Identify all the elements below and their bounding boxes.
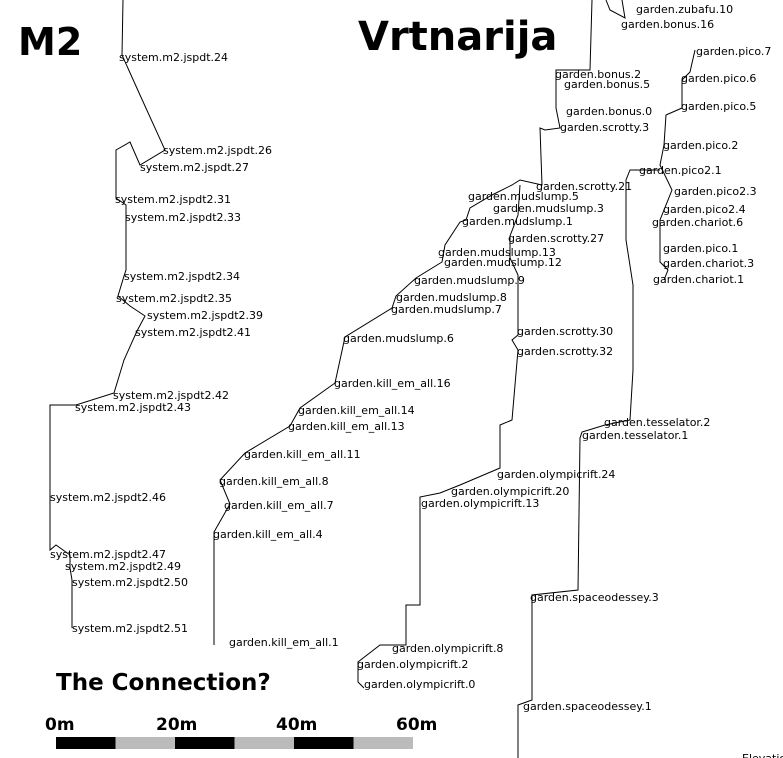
garden-survey-line-3 bbox=[605, 0, 626, 19]
station-label: garden.scrotty.3 bbox=[560, 121, 649, 134]
elevation-label: Elevatio bbox=[742, 752, 783, 758]
station-label: garden.tesselator.2 bbox=[604, 416, 710, 429]
station-label: garden.mudslump.1 bbox=[462, 215, 573, 228]
station-label: garden.scrotty.21 bbox=[536, 180, 632, 193]
station-label: garden.chariot.6 bbox=[652, 216, 743, 229]
station-label: system.m2.jspdt2.31 bbox=[115, 193, 231, 206]
scale-label-0: 0m bbox=[45, 715, 75, 735]
station-label: system.m2.jspdt.24 bbox=[119, 51, 228, 64]
survey-lines bbox=[49, 0, 696, 758]
station-label: garden.mudslump.3 bbox=[493, 202, 604, 215]
garden-station-labels: garden.zubafu.10 garden.bonus.16 garden.… bbox=[213, 3, 771, 713]
scale-segment bbox=[234, 737, 294, 749]
station-label: garden.kill_em_all.16 bbox=[334, 377, 451, 390]
station-label: garden.olympicrift.8 bbox=[392, 642, 503, 655]
garden-survey-line bbox=[213, 0, 593, 645]
station-label: garden.chariot.3 bbox=[663, 257, 754, 270]
station-label: system.m2.jspdt2.34 bbox=[124, 270, 240, 283]
scale-label-20: 20m bbox=[156, 715, 197, 735]
scale-label-60: 60m bbox=[396, 715, 437, 735]
station-label: garden.kill_em_all.4 bbox=[213, 528, 323, 541]
station-label: garden.bonus.2 bbox=[555, 68, 641, 81]
station-label: system.m2.jspdt2.51 bbox=[72, 622, 188, 635]
station-label: garden.pico2.4 bbox=[663, 203, 746, 216]
station-label: garden.pico.5 bbox=[681, 100, 756, 113]
station-label: system.m2.jspdt2.46 bbox=[50, 491, 166, 504]
station-label: garden.pico2.3 bbox=[674, 185, 757, 198]
scale-segments bbox=[56, 737, 413, 749]
station-label: garden.pico.1 bbox=[663, 242, 738, 255]
station-label: system.m2.jspdt2.43 bbox=[75, 401, 191, 414]
m2-survey-line bbox=[49, 0, 166, 628]
scale-segment bbox=[56, 737, 116, 749]
station-label: garden.mudslump.9 bbox=[414, 274, 525, 287]
scale-segment bbox=[115, 737, 175, 749]
station-label: system.m2.jspdt2.50 bbox=[72, 576, 188, 589]
station-label: garden.mudslump.5 bbox=[468, 190, 579, 203]
station-label: system.m2.jspdt2.42 bbox=[113, 389, 229, 402]
station-label: garden.kill_em_all.7 bbox=[224, 499, 334, 512]
station-label: garden.mudslump.7 bbox=[391, 303, 502, 316]
station-label: garden.mudslump.12 bbox=[444, 256, 562, 269]
station-label: garden.kill_em_all.14 bbox=[298, 404, 415, 417]
station-label: system.m2.jspdt2.41 bbox=[135, 326, 251, 339]
station-label: garden.pico.6 bbox=[681, 72, 756, 85]
station-label: garden.kill_em_all.8 bbox=[219, 475, 329, 488]
station-label: garden.pico.7 bbox=[696, 45, 771, 58]
station-label: garden.mudslump.13 bbox=[438, 246, 556, 259]
station-label: garden.olympicrift.13 bbox=[421, 497, 539, 510]
scale-bar: 0m 20m 40m 60m bbox=[45, 715, 437, 749]
station-label: garden.tesselator.1 bbox=[582, 429, 688, 442]
station-label: garden.pico.2 bbox=[663, 139, 738, 152]
station-label: garden.bonus.16 bbox=[621, 18, 714, 31]
garden-survey-line-5 bbox=[517, 169, 660, 758]
station-label: garden.kill_em_all.1 bbox=[229, 636, 339, 649]
garden-survey-line-2 bbox=[357, 184, 521, 689]
title-vrtnarija: Vrtnarija bbox=[358, 14, 557, 60]
station-label: system.m2.jspdt.27 bbox=[140, 161, 249, 174]
station-label: garden.bonus.5 bbox=[564, 78, 650, 91]
station-label: garden.kill_em_all.13 bbox=[288, 420, 405, 433]
m2-station-labels: system.m2.jspdt.24 system.m2.jspdt.26 sy… bbox=[50, 51, 272, 635]
title-m2: M2 bbox=[18, 20, 82, 64]
scale-segment bbox=[294, 737, 354, 749]
station-label: system.m2.jspdt2.39 bbox=[147, 309, 263, 322]
station-label: garden.scrotty.30 bbox=[517, 325, 613, 338]
station-label: garden.olympicrift.2 bbox=[357, 658, 468, 671]
station-label: garden.zubafu.10 bbox=[636, 3, 733, 16]
station-label: garden.olympicrift.24 bbox=[497, 468, 615, 481]
station-label: system.m2.jspdt2.35 bbox=[116, 292, 232, 305]
station-label: garden.mudslump.6 bbox=[343, 332, 454, 345]
station-label: garden.scrotty.32 bbox=[517, 345, 613, 358]
station-label: system.m2.jspdt.26 bbox=[163, 144, 272, 157]
station-label: garden.olympicrift.20 bbox=[451, 485, 569, 498]
garden-survey-line-4 bbox=[659, 49, 696, 281]
station-label: system.m2.jspdt2.47 bbox=[50, 548, 166, 561]
station-label: system.m2.jspdt2.49 bbox=[65, 560, 181, 573]
station-label: garden.spaceodessey.1 bbox=[523, 700, 652, 713]
scale-label-40: 40m bbox=[276, 715, 317, 735]
station-label: garden.spaceodessey.3 bbox=[530, 591, 659, 604]
station-label: garden.bonus.0 bbox=[566, 105, 652, 118]
scale-segment bbox=[175, 737, 235, 749]
station-label: garden.kill_em_all.11 bbox=[244, 448, 361, 461]
title-connection: The Connection? bbox=[56, 670, 271, 696]
scale-segment bbox=[353, 737, 413, 749]
station-label: garden.mudslump.8 bbox=[396, 291, 507, 304]
station-label: garden.pico2.1 bbox=[639, 164, 722, 177]
station-label: garden.scrotty.27 bbox=[508, 232, 604, 245]
station-label: garden.olympicrift.0 bbox=[364, 678, 475, 691]
station-label: garden.chariot.1 bbox=[653, 273, 744, 286]
station-label: system.m2.jspdt2.33 bbox=[125, 211, 241, 224]
